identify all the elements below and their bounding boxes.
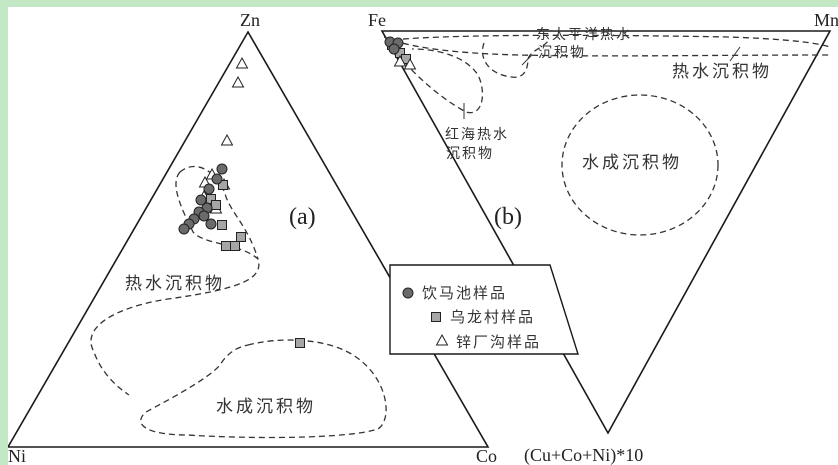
sample-circle	[216, 163, 228, 175]
legend-box	[389, 264, 579, 355]
region-label-red-sea-line1: 红海热水	[445, 127, 509, 143]
sample-triangle	[232, 76, 244, 88]
sample-circle	[198, 210, 210, 222]
vertex-label-cu-co-ni: (Cu+Co+Ni)*10	[524, 445, 643, 465]
vertex-label-ni: Ni	[8, 446, 26, 465]
region-label-red-sea-line2: 沉积物	[446, 146, 494, 162]
region-boundary-hydrothermal-a	[90, 171, 260, 396]
pointer-hydrothermal-b	[729, 46, 741, 62]
sample-square	[236, 232, 246, 242]
ternary-diagram-b: Fe Mn (Cu+Co+Ni)*10 (b) 东太平洋热水 沉积物 热水沉积物…	[368, 10, 838, 465]
sample-square	[230, 241, 240, 251]
vertex-label-mn: Mn	[814, 10, 838, 30]
sample-square	[295, 338, 305, 348]
region-label-east-pacific-line1: 东太平洋热水	[536, 27, 632, 43]
legend-label-zinc-factory: 锌厂沟样品	[456, 333, 541, 351]
legend-symbol-square	[431, 312, 441, 322]
region-label-east-pacific-line2: 沉积物	[538, 45, 586, 61]
sample-circle	[178, 223, 190, 235]
triangle-outline-b	[380, 30, 832, 435]
legend-symbol-circle	[402, 287, 414, 299]
region-label-hydrogenous-a: 水成沉积物	[216, 397, 316, 417]
sample-square	[217, 220, 227, 230]
region-label-hydrothermal-b: 热水沉积物	[672, 62, 772, 82]
sample-triangle	[236, 57, 248, 69]
region-boundary-hydrogenous-a	[140, 339, 387, 439]
figure-canvas: Zn Ni Co (a) 热水沉积物 水成沉积物	[8, 7, 838, 465]
vertex-label-zn: Zn	[240, 10, 260, 30]
region-boundary-hydrothermal-a-top	[179, 165, 259, 260]
sample-circle	[203, 183, 215, 195]
region-boundary-hydrothermal-b-top	[392, 34, 831, 48]
vertex-label-fe: Fe	[368, 10, 386, 30]
region-label-hydrogenous-b: 水成沉积物	[582, 153, 682, 173]
legend: 饮马池样品 乌龙村样品 锌厂沟样品	[389, 264, 579, 355]
legend-label-wulong: 乌龙村样品	[450, 308, 535, 326]
pointer-east-pacific	[521, 54, 533, 66]
sample-circle	[388, 43, 400, 55]
region-boundary-hydrogenous-b	[561, 94, 719, 236]
region-boundary-red-sea	[391, 46, 484, 114]
triangle-outline-a	[8, 30, 490, 448]
sample-circle	[211, 173, 223, 185]
sample-square	[221, 241, 231, 251]
panel-label-a: (a)	[289, 204, 316, 230]
sample-square	[211, 200, 221, 210]
vertex-label-co: Co	[476, 446, 497, 465]
panel-label-b: (b)	[494, 204, 522, 230]
sample-triangle	[221, 134, 233, 146]
ternary-diagram-a: Zn Ni Co (a) 热水沉积物 水成沉积物	[8, 10, 497, 465]
sample-circle	[205, 218, 217, 230]
samples-b	[384, 36, 416, 70]
legend-label-yinmachi: 饮马池样品	[422, 284, 507, 302]
region-label-hydrothermal-a: 热水沉积物	[125, 274, 225, 294]
region-boundary-east-pacific	[481, 40, 549, 78]
